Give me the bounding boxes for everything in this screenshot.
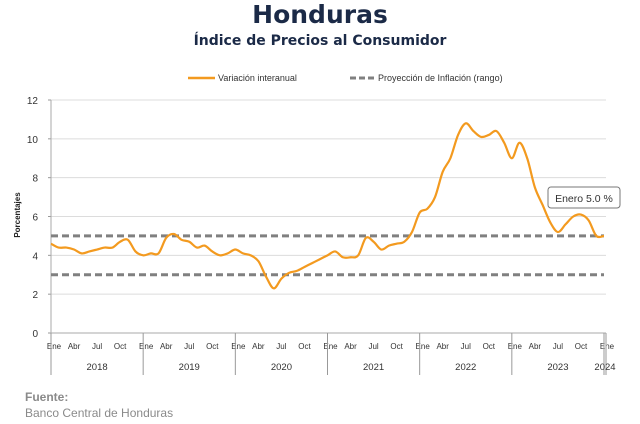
x-tick-label: Abr: [160, 342, 173, 351]
x-tick-label: Ene: [139, 342, 154, 351]
x-tick-label: Ene: [600, 342, 615, 351]
x-year-label: 2024: [594, 362, 615, 373]
x-year-label: 2019: [179, 362, 200, 373]
x-tick-label: Abr: [68, 342, 81, 351]
y-tick-label: 8: [32, 174, 38, 185]
inflation-chart: Variación interanual Proyección de Infla…: [13, 73, 621, 375]
x-tick-label: Abr: [252, 342, 265, 351]
y-axis-label: Porcentajes: [13, 192, 22, 238]
source-label: Fuente:: [25, 390, 69, 404]
x-year-label: 2021: [363, 362, 384, 373]
legend: Variación interanual Proyección de Infla…: [188, 73, 503, 83]
x-tick-label: Ene: [47, 342, 62, 351]
x-tick-label: Ene: [508, 342, 523, 351]
x-tick-label: Ene: [231, 342, 246, 351]
y-tick-label: 10: [27, 135, 39, 146]
x-tick-label: Oct: [390, 342, 403, 351]
x-tick-label: Oct: [206, 342, 219, 351]
inflation-line: [50, 122, 605, 290]
x-tick-label: Oct: [114, 342, 127, 351]
x-tick-label: Jul: [184, 342, 194, 351]
x-tick-label: Abr: [344, 342, 357, 351]
annotation-text: Enero 5.0 %: [555, 193, 613, 205]
x-tick-label: Oct: [298, 342, 311, 351]
legend-label-proyeccion: Proyección de Inflación (rango): [378, 73, 503, 83]
y-tick-label: 0: [32, 329, 38, 340]
x-tick-label: Ene: [416, 342, 431, 351]
x-tick-label: Oct: [483, 342, 496, 351]
x-year-label: 2020: [271, 362, 292, 373]
x-tick-label: Jul: [553, 342, 563, 351]
legend-label-variacion: Variación interanual: [218, 73, 297, 83]
y-tick-label: 4: [32, 251, 38, 262]
x-tick-label: Ene: [323, 342, 338, 351]
x-tick-label: Abr: [529, 342, 542, 351]
x-tick-label: Abr: [436, 342, 449, 351]
chart-subtitle: Índice de Precios al Consumidor: [193, 33, 447, 49]
y-tick-label: 2: [32, 290, 38, 301]
x-year-label: 2023: [547, 362, 568, 373]
x-tick-label: Jul: [461, 342, 471, 351]
x-tick-label: Jul: [368, 342, 378, 351]
source-text: Banco Central de Honduras: [25, 406, 174, 420]
annotation-callout: Enero 5.0 %: [547, 186, 621, 209]
x-tick-label: Jul: [276, 342, 286, 351]
x-year-label: 2018: [87, 362, 108, 373]
page-title: Honduras: [252, 0, 388, 29]
x-year-label: 2022: [455, 362, 476, 373]
x-tick-label: Oct: [575, 342, 588, 351]
y-tick-label: 6: [32, 213, 38, 224]
x-tick-label: Jul: [92, 342, 102, 351]
y-tick-label: 12: [27, 96, 39, 107]
